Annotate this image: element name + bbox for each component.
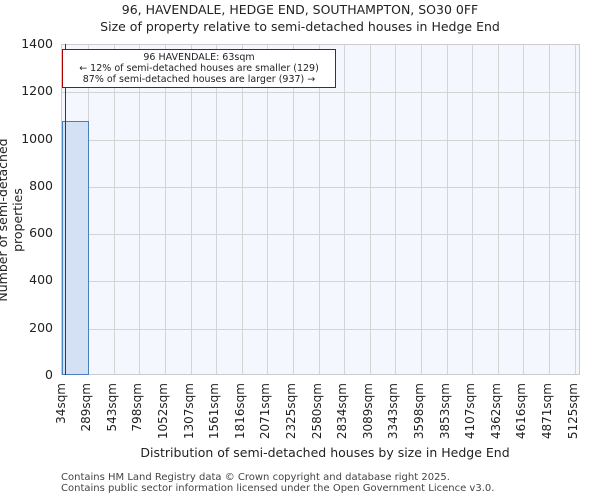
v-gridline <box>574 45 576 374</box>
v-gridline <box>190 45 192 374</box>
v-gridline <box>292 45 294 374</box>
footer-line-2: Contains public sector information licen… <box>61 483 495 494</box>
x-tick-label: 1561sqm <box>207 383 222 440</box>
x-tick-label: 3853sqm <box>437 383 452 440</box>
v-gridline <box>139 45 141 374</box>
x-tick-label: 4362sqm <box>488 383 503 440</box>
x-tick-label: 4616sqm <box>514 383 529 440</box>
x-tick-label: 289sqm <box>79 383 94 432</box>
v-gridline <box>548 45 550 374</box>
x-tick-label: 2071sqm <box>258 383 273 440</box>
x-tick-label: 5125sqm <box>565 383 580 440</box>
h-gridline <box>62 328 579 330</box>
y-tick-label: 600 <box>29 225 53 241</box>
footer-line-1: Contains HM Land Registry data © Crown c… <box>61 472 450 483</box>
v-gridline <box>497 45 499 374</box>
h-gridline <box>62 139 579 141</box>
x-tick-label: 3089sqm <box>360 383 375 440</box>
y-tick-label: 0 <box>45 367 53 382</box>
v-gridline <box>344 45 346 374</box>
annotation-line-2: ← 12% of semi-detached houses are smalle… <box>79 63 319 74</box>
v-gridline <box>420 45 422 374</box>
x-tick-label: 4871sqm <box>539 383 554 440</box>
property-marker-line <box>64 44 66 375</box>
x-tick-label: 3343sqm <box>386 383 401 440</box>
annotation-line-3: 87% of semi-detached houses are larger (… <box>82 74 316 85</box>
v-gridline <box>267 45 269 374</box>
v-gridline <box>472 45 474 374</box>
y-tick-label: 1000 <box>21 130 53 146</box>
x-tick-label: 543sqm <box>104 383 119 432</box>
x-tick-label: 34sqm <box>53 383 68 424</box>
v-gridline <box>369 45 371 374</box>
y-tick-label: 1200 <box>21 83 53 99</box>
v-gridline <box>88 45 90 374</box>
plot-area <box>61 44 580 375</box>
h-gridline <box>62 234 579 236</box>
v-gridline <box>395 45 397 374</box>
x-tick-label: 3598sqm <box>411 383 426 440</box>
v-gridline <box>113 45 115 374</box>
histogram-bar <box>62 120 89 375</box>
chart-title: 96, HAVENDALE, HEDGE END, SOUTHAMPTON, S… <box>121 2 479 17</box>
y-tick-label: 1400 <box>21 36 53 51</box>
h-gridline <box>62 92 579 94</box>
v-gridline <box>216 45 218 374</box>
chart-subtitle: Size of property relative to semi-detach… <box>100 19 500 34</box>
v-gridline <box>241 45 243 374</box>
y-axis-label: Number of semi-detached properties <box>0 138 25 302</box>
v-gridline <box>318 45 320 374</box>
y-tick-label: 800 <box>29 177 53 193</box>
x-tick-label: 4107sqm <box>463 383 478 440</box>
y-tick-label: 200 <box>29 319 53 335</box>
x-tick-label: 2834sqm <box>335 383 350 440</box>
x-tick-label: 1816sqm <box>232 383 247 440</box>
h-gridline <box>62 281 579 283</box>
annotation-box: 96 HAVENDALE: 63sqm ← 12% of semi-detach… <box>62 49 336 88</box>
x-tick-label: 798sqm <box>130 383 145 432</box>
h-gridline <box>62 186 579 188</box>
x-tick-label: 2580sqm <box>309 383 324 440</box>
x-tick-label: 1307sqm <box>181 383 196 440</box>
x-axis-label: Distribution of semi-detached houses by … <box>140 445 510 460</box>
v-gridline <box>523 45 525 374</box>
y-tick-label: 400 <box>29 272 53 288</box>
x-tick-label: 2325sqm <box>283 383 298 440</box>
v-gridline <box>446 45 448 374</box>
x-tick-label: 1052sqm <box>155 383 170 440</box>
v-gridline <box>164 45 166 374</box>
annotation-line-1: 96 HAVENDALE: 63sqm <box>143 52 255 63</box>
